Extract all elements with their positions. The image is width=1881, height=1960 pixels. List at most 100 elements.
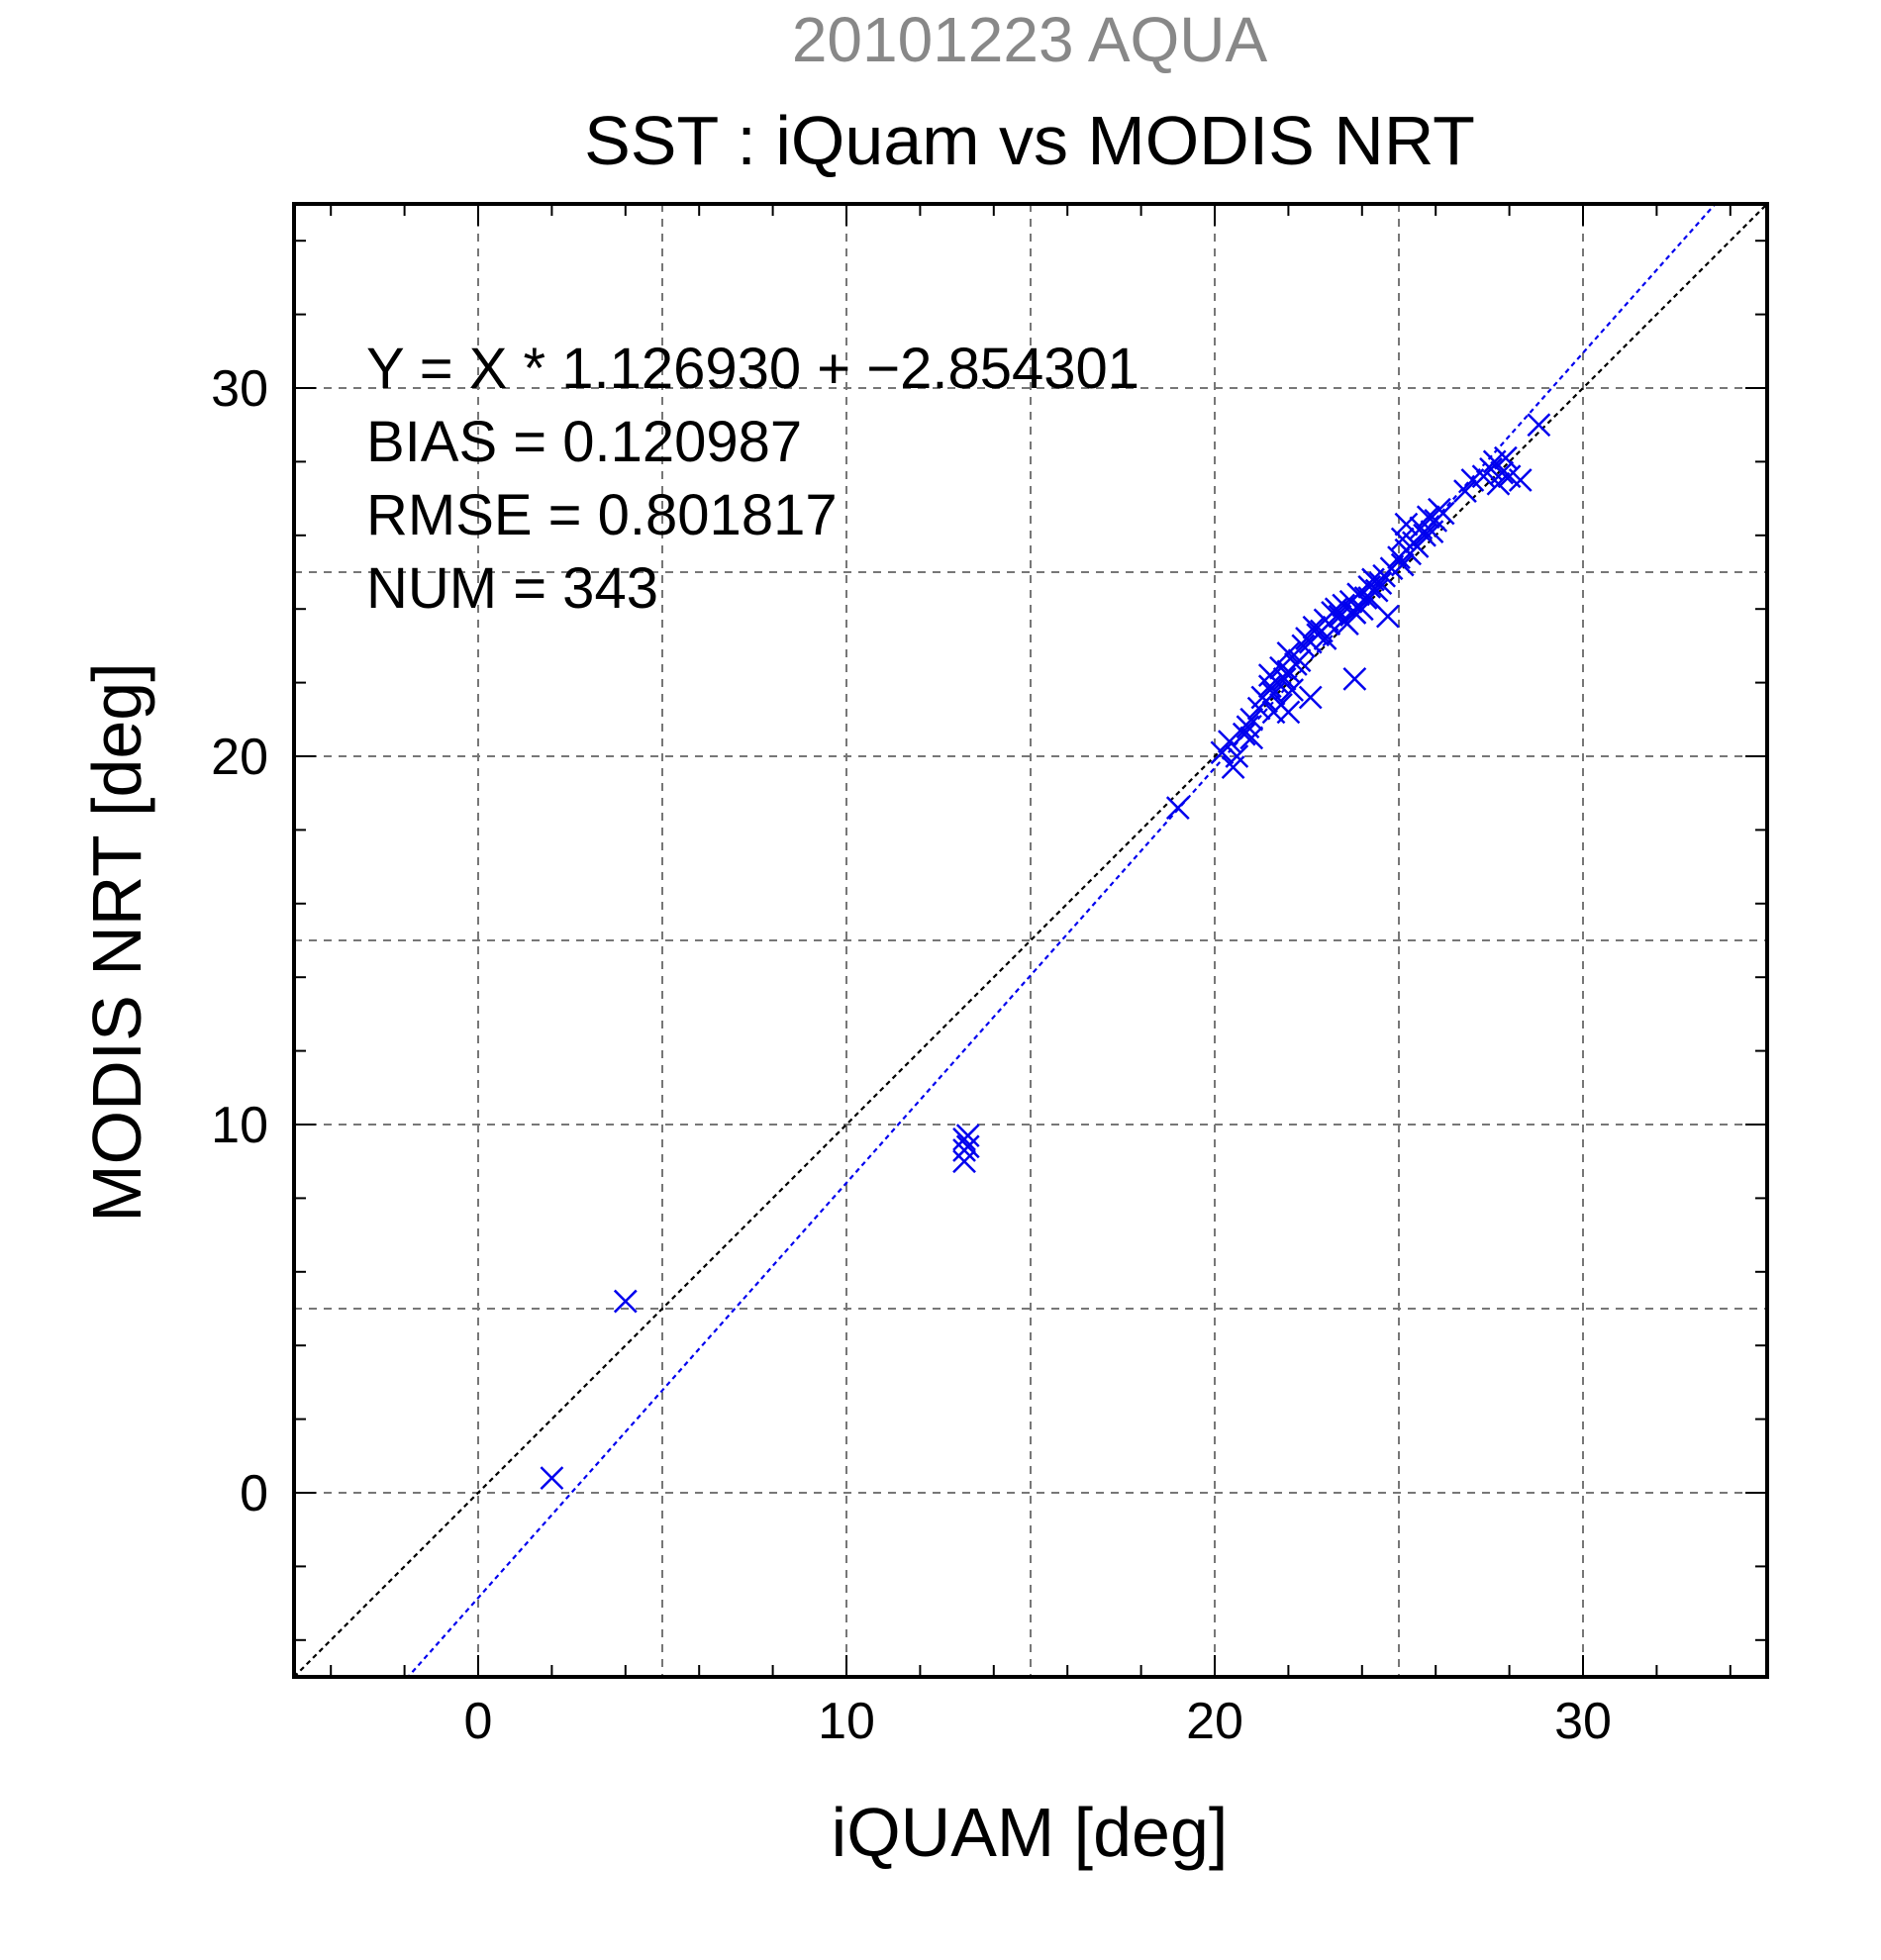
data-point-stroke [1409, 516, 1434, 540]
data-point [1287, 648, 1312, 673]
y-axis-label: MODIS NRT [deg] [78, 662, 155, 1222]
data-point [1324, 597, 1348, 622]
regression-equation: Y = X * 1.126930 + −2.854301 [366, 337, 1139, 401]
data-point-stroke [1390, 552, 1415, 577]
data-point-stroke [1302, 615, 1327, 639]
data-point [1416, 505, 1440, 530]
data-point [955, 1124, 980, 1148]
data-point-stroke [1420, 520, 1444, 543]
data-point-stroke [952, 1138, 976, 1162]
y-tick-label: 10 [211, 1097, 268, 1154]
data-point-stroke [1416, 505, 1440, 530]
data-point-stroke [1236, 715, 1260, 739]
data-point-stroke [1332, 608, 1356, 633]
data-point [1375, 604, 1400, 629]
x-axis-label: iQUAM [deg] [832, 1794, 1229, 1871]
data-point [1486, 471, 1511, 496]
data-point-stroke [1210, 740, 1235, 765]
data-point-stroke [613, 1289, 638, 1314]
data-point [1332, 608, 1356, 633]
data-point-stroke [1257, 674, 1282, 699]
data-point [1508, 468, 1533, 492]
data-point [1217, 730, 1241, 754]
data-point [1401, 531, 1426, 555]
data-point-stroke [1390, 527, 1415, 551]
grid-lines [294, 204, 1767, 1677]
data-point [1257, 663, 1282, 688]
data-point-stroke [1394, 512, 1419, 537]
data-point-stroke [1232, 722, 1256, 746]
data-point-stroke [1527, 413, 1551, 438]
data-point-stroke [952, 1149, 976, 1174]
data-point [1313, 627, 1337, 650]
data-point-stroke [955, 1124, 980, 1148]
data-point [1390, 552, 1415, 577]
plot-frame [292, 202, 1769, 1679]
x-tick-label: 10 [818, 1693, 875, 1750]
data-point [1239, 726, 1264, 750]
data-point [1527, 413, 1551, 438]
data-point [1291, 634, 1316, 658]
data-point-stroke [1257, 663, 1282, 688]
data-point [1413, 523, 1436, 547]
regression-line [406, 204, 1718, 1677]
data-point-stroke [1508, 468, 1533, 492]
data-point [1239, 707, 1264, 732]
reference-lines [294, 204, 1767, 1677]
data-point [1368, 571, 1393, 596]
data-point-stroke [1368, 571, 1393, 596]
data-point-stroke [1324, 597, 1348, 622]
y-tick-label: 0 [240, 1465, 268, 1522]
data-point [1453, 479, 1477, 504]
data-point-stroke [1401, 531, 1426, 555]
data-point [1420, 520, 1444, 543]
data-point-stroke [1272, 666, 1297, 691]
data-point-stroke [1239, 707, 1264, 732]
data-point-stroke [1276, 640, 1301, 665]
data-point-stroke [1431, 501, 1455, 526]
data-point [952, 1149, 976, 1174]
data-point-stroke [540, 1466, 564, 1491]
data-point [613, 1289, 638, 1314]
data-point [1394, 512, 1419, 537]
y-tick-label: 30 [211, 360, 268, 418]
data-point-stroke [1342, 666, 1367, 691]
data-point [1210, 740, 1235, 765]
data-point-stroke [1413, 523, 1436, 547]
data-point-stroke [1453, 479, 1477, 504]
data-point-stroke [1269, 655, 1293, 680]
num-stat: NUM = 343 [366, 556, 658, 621]
data-point [1257, 674, 1282, 699]
data-point-stroke [1276, 700, 1301, 725]
data-point-stroke [1375, 604, 1400, 629]
data-point-stroke [1357, 586, 1382, 610]
data-point-stroke [1221, 755, 1245, 780]
data-point [1280, 678, 1305, 702]
data-point [952, 1138, 976, 1162]
data-point [1357, 586, 1382, 610]
data-point-stroke [1280, 678, 1305, 702]
x-tick-label: 20 [1186, 1693, 1243, 1750]
data-markers [540, 413, 1551, 1491]
bias-stat: BIAS = 0.120987 [366, 410, 802, 474]
data-point-stroke [1239, 726, 1264, 750]
data-point [1221, 755, 1245, 780]
data-point-stroke [1298, 685, 1323, 710]
rmse-stat: RMSE = 0.801817 [366, 483, 838, 547]
data-point-stroke [1287, 648, 1312, 673]
data-point-stroke [1165, 796, 1190, 820]
data-point [1276, 700, 1301, 725]
tick-labels: 0 10 20 30 0 10 20 30 [211, 360, 1612, 1750]
data-point [540, 1466, 564, 1491]
data-point-stroke [1217, 730, 1241, 754]
chart-title: SST : iQuam vs MODIS NRT [584, 102, 1475, 179]
chart-supertitle: 20101223 AQUA [792, 4, 1268, 75]
data-point [1493, 445, 1518, 470]
x-tick-label: 0 [464, 1693, 493, 1750]
x-tick-label: 30 [1554, 1693, 1612, 1750]
data-point [1232, 722, 1256, 746]
data-point-stroke [1313, 627, 1337, 650]
data-point [1298, 685, 1323, 710]
data-point [1431, 501, 1455, 526]
data-point-stroke [1479, 456, 1503, 481]
